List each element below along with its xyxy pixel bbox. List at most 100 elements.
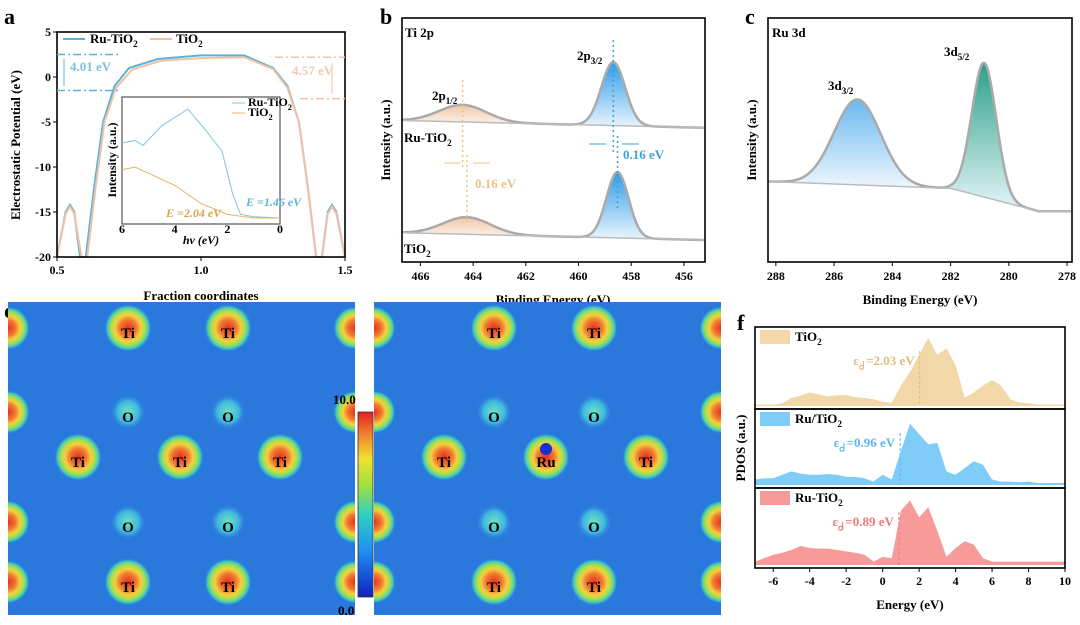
shift-label-ti: 0.16 eV	[475, 176, 517, 191]
legend-swatch	[760, 491, 790, 505]
atom-label-ti: Ti	[487, 326, 501, 342]
inset-frame	[121, 96, 281, 225]
inset-legend-ru: Ru-TiO2	[248, 95, 292, 112]
peak-fill	[394, 104, 532, 124]
edge-atom-halo	[333, 560, 355, 604]
edge-atom-halo	[333, 500, 355, 544]
y-tick-label: -15	[35, 205, 51, 219]
colorbar-max-label: 10.0	[333, 392, 356, 407]
atom-halo	[110, 394, 146, 430]
panel-a-electrostatic-potential: 0.5 1.0 1.5 5 0 -5 -10 -15 -20 Fraction coordinat…	[8, 25, 353, 303]
x-tick-label: 8	[1026, 574, 1032, 588]
edge-atom-halo	[699, 560, 721, 604]
x-tick-label: 1.5	[338, 263, 353, 277]
edge-atom-halo	[8, 306, 30, 350]
edge-atom-halo	[333, 390, 355, 434]
edge-atom-halo	[699, 306, 721, 350]
atom-label-ti: Ti	[221, 326, 235, 342]
y-tick-label: 5	[45, 25, 51, 39]
panel-label-f: f	[737, 310, 745, 335]
atom-halo	[420, 433, 468, 481]
atom-label-ti: Ti	[71, 455, 85, 471]
x-tick-label: 288	[767, 269, 785, 283]
edge-atom-halo	[374, 306, 396, 350]
atom-label-ti: Ti	[487, 580, 501, 596]
panel-title: Ti 2p	[405, 25, 434, 40]
atom-halo	[210, 504, 246, 540]
colorbar-gradient	[357, 411, 374, 598]
x-tick-label: -6	[768, 574, 778, 588]
atom-label-o: O	[488, 410, 500, 426]
colorbar-min-label: 0.0	[338, 603, 354, 618]
atom-halo	[110, 504, 146, 540]
x-tick-label: 4	[953, 574, 959, 588]
x-tick-label: 458	[622, 269, 640, 283]
peak-fill	[775, 99, 937, 188]
legend-swatch	[760, 412, 790, 426]
panel-label-b: b	[380, 4, 392, 29]
atom-label-o: O	[588, 520, 600, 536]
panel-d-charge-map: Ti Ti O O Ti Ti Ti O O Ti Ti	[8, 302, 355, 615]
y-tick-label: -5	[41, 115, 51, 129]
inset-eg-ru: E =1.46 eV	[245, 195, 302, 209]
atom-halo	[522, 433, 570, 481]
y-axis-label: Intensity (a.u.)	[378, 99, 393, 180]
edge-atom-halo	[374, 500, 396, 544]
peak-fill	[394, 217, 532, 236]
atom-halo	[476, 394, 512, 430]
legend-label: Ru-TiO2	[795, 490, 843, 508]
x-tick-label: 466	[411, 269, 429, 283]
x-tick-label: 460	[570, 269, 588, 283]
x-tick-label: 456	[675, 269, 693, 283]
peak-fill	[927, 62, 1033, 210]
background-1	[401, 231, 704, 241]
panel-e-charge-map: Ti Ti O O Ti Ru Ti O O Ti Ti	[374, 302, 721, 615]
annotation-4-01: 4.01 eV	[70, 59, 112, 74]
plot-frame	[401, 17, 706, 263]
peak-label-2p12: 2p1/2	[432, 88, 458, 106]
inset-legend-ti: TiO2	[248, 105, 273, 122]
x-axis-label: Energy (eV)	[876, 597, 944, 612]
subscript-d-glyph	[838, 522, 844, 531]
atom-label-o: O	[222, 410, 234, 426]
atom-label-ti: Ti	[221, 580, 235, 596]
edge-atom-halo	[333, 306, 355, 350]
atom-label-ti: Ti	[639, 455, 653, 471]
background	[767, 180, 1071, 212]
x-axis-label: Fraction coordinates	[143, 288, 258, 303]
legend-label-ru: Ru-TiO2	[90, 31, 138, 49]
atom-label-o: O	[122, 520, 134, 536]
x-axis-label: Binding Energy (eV)	[863, 292, 978, 307]
inset-x-tick: 0	[277, 222, 283, 236]
edge-atom-halo	[8, 390, 30, 434]
sample-label-ru: Ru-TiO2	[404, 130, 452, 148]
atom-label-ti: Ti	[173, 455, 187, 471]
ru-center	[540, 443, 552, 455]
x-tick-label: -4	[805, 574, 815, 588]
panel-label-c: c	[745, 4, 755, 29]
pdos-area-1	[755, 423, 1065, 485]
pdos-area-0	[755, 338, 1065, 406]
subplot-frame	[754, 487, 1066, 569]
atom-label-o: O	[222, 520, 234, 536]
d-band-center-label: ε =2.03 eV	[853, 353, 915, 368]
atom-halo	[576, 394, 612, 430]
atom-label-ti: Ti	[437, 455, 451, 471]
atom-label-o: O	[588, 410, 600, 426]
panel-c-ru3d-xps: 288 286 284 282 280 278 Binding Energy (eV) Int…	[744, 17, 1076, 307]
peak-label-3d32: 3d3/2	[828, 78, 854, 96]
pdos-area-2	[755, 500, 1065, 565]
atom-label-o: O	[488, 520, 500, 536]
inset-line-0	[121, 108, 281, 219]
y-tick-label: -20	[35, 250, 51, 264]
x-tick-label: 0.5	[50, 263, 65, 277]
d-band-center-label: ε =0.89 eV	[832, 514, 894, 529]
atom-halo	[104, 304, 152, 352]
panel-f-pdos: TiO2 ε =2.03 eV Ru/TiO2 ε =0.96 eV Ru-TiO2 ε …	[733, 326, 1071, 612]
inset-x-tick: 4	[172, 222, 178, 236]
atom-label-ti: Ti	[587, 326, 601, 342]
x-tick-label: 6	[989, 574, 995, 588]
panel-label-a: a	[4, 4, 15, 29]
x-tick-label: 1.0	[194, 263, 209, 277]
